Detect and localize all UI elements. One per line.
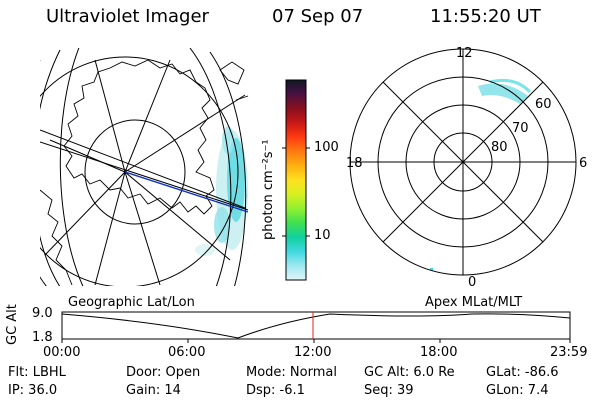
info-gain: Gain: 14 [126, 383, 181, 398]
colorbar-tick-100: 100 [314, 140, 339, 155]
info-door: Door: Open [126, 365, 201, 380]
info-glon: GLon: 7.4 [486, 383, 549, 398]
aurora-glow-right [430, 78, 532, 271]
left-map-title: Geographic Lat/Lon [68, 295, 195, 310]
info-dsp: Dsp: -6.1 [246, 383, 305, 398]
x-tick-0000: 00:00 [43, 345, 81, 360]
polar-label-18: 18 [346, 156, 363, 171]
altitude-curve [61, 313, 571, 339]
polar-label-6: 6 [579, 156, 588, 171]
info-seq: Seq: 39 [364, 383, 414, 398]
coastline [40, 59, 249, 286]
colorbar-gradient [286, 80, 306, 280]
colorbar [282, 79, 310, 281]
time-label: 11:55:20 UT [430, 6, 541, 27]
info-glat: GLat: -86.6 [486, 365, 559, 380]
altitude-y-min: 1.8 [32, 330, 53, 345]
lat-lon-grid [40, 48, 247, 286]
polar-label-12: 12 [456, 46, 473, 61]
aurora-glow-left [195, 126, 248, 256]
polar-plot [349, 48, 577, 276]
info-ip: IP: 36.0 [8, 383, 58, 398]
polar-ring-80: 80 [491, 140, 508, 155]
info-filter: Flt: LBHL [8, 365, 66, 380]
right-map-title: Apex MLat/MLT [425, 295, 523, 310]
track-line [124, 171, 249, 213]
geographic-map [40, 48, 249, 286]
x-tick-0600: 06:00 [168, 345, 206, 360]
instrument-title: Ultraviolet Imager [46, 6, 209, 27]
polar-ring-60: 60 [535, 97, 552, 112]
altitude-y-max: 9.0 [32, 306, 53, 321]
x-tick-1800: 18:00 [420, 345, 458, 360]
info-gc-alt: GC Alt: 6.0 Re [364, 365, 455, 380]
info-mode: Mode: Normal [246, 365, 337, 380]
colorbar-tick-10: 10 [314, 228, 331, 243]
polar-label-0: 0 [468, 275, 477, 290]
date-label: 07 Sep 07 [272, 6, 364, 27]
altitude-plot [61, 311, 571, 343]
altitude-axis-label: GC Alt [5, 304, 20, 345]
polar-ring-70: 70 [512, 121, 529, 136]
x-tick-2359: 23:59 [550, 345, 588, 360]
colorbar-unit-label: photon cm⁻²s⁻¹ [261, 139, 276, 240]
x-tick-1200: 12:00 [294, 345, 332, 360]
